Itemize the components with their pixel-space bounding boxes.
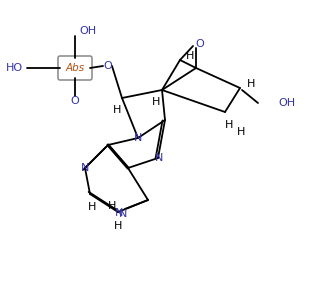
Text: OH: OH bbox=[79, 26, 96, 36]
Text: N: N bbox=[81, 163, 89, 173]
Text: N: N bbox=[155, 153, 163, 163]
Text: H: H bbox=[225, 120, 233, 130]
Text: H: H bbox=[88, 202, 96, 212]
Text: O: O bbox=[196, 39, 204, 49]
Text: O: O bbox=[104, 61, 112, 71]
FancyBboxPatch shape bbox=[58, 56, 92, 80]
Text: H: H bbox=[152, 97, 160, 107]
Text: OH: OH bbox=[278, 98, 295, 108]
Text: H: H bbox=[186, 51, 194, 61]
Text: H: H bbox=[237, 127, 245, 137]
Text: Abs: Abs bbox=[65, 63, 85, 73]
Text: H: H bbox=[114, 221, 122, 231]
Text: H: H bbox=[108, 201, 116, 211]
Text: H: H bbox=[247, 79, 255, 89]
Text: H: H bbox=[113, 105, 121, 115]
Text: HO: HO bbox=[6, 63, 23, 73]
Text: N: N bbox=[119, 209, 127, 219]
Text: N: N bbox=[115, 208, 123, 218]
Text: N: N bbox=[134, 133, 142, 143]
Text: O: O bbox=[71, 96, 79, 106]
